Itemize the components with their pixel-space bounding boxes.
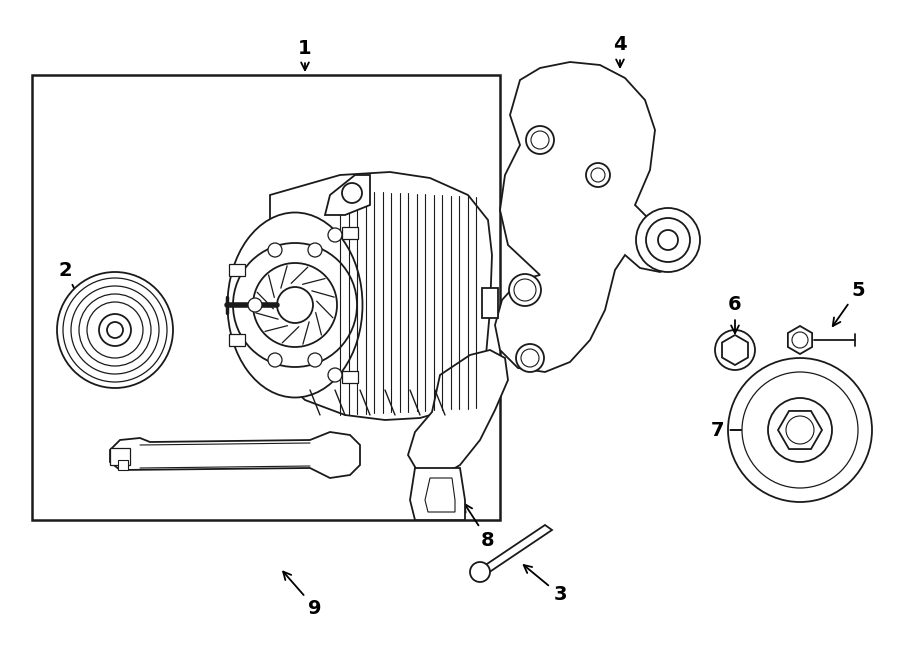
Text: 5: 5 [832, 280, 865, 326]
Circle shape [786, 416, 814, 444]
Polygon shape [229, 334, 245, 346]
Polygon shape [778, 411, 822, 449]
Polygon shape [408, 350, 508, 478]
Circle shape [725, 340, 745, 360]
Circle shape [516, 344, 544, 372]
Polygon shape [788, 326, 812, 354]
Circle shape [308, 353, 322, 367]
Ellipse shape [228, 212, 363, 397]
Polygon shape [342, 227, 358, 239]
Circle shape [268, 243, 282, 257]
Circle shape [107, 322, 123, 338]
Circle shape [591, 168, 605, 182]
Circle shape [636, 208, 700, 272]
Polygon shape [32, 75, 500, 520]
Circle shape [342, 183, 362, 203]
Text: 4: 4 [613, 36, 626, 67]
Circle shape [742, 372, 858, 488]
Circle shape [715, 330, 755, 370]
Text: 7: 7 [711, 420, 753, 440]
Circle shape [308, 243, 322, 257]
Polygon shape [229, 264, 245, 276]
Polygon shape [410, 468, 465, 520]
Text: 1: 1 [298, 38, 311, 70]
Circle shape [99, 314, 131, 346]
Polygon shape [342, 371, 358, 383]
Circle shape [248, 298, 262, 312]
Circle shape [328, 368, 342, 382]
Circle shape [277, 287, 313, 323]
Circle shape [57, 272, 173, 388]
Text: 8: 8 [464, 504, 495, 549]
Circle shape [509, 274, 541, 306]
Circle shape [728, 358, 872, 502]
Circle shape [646, 218, 690, 262]
Text: 9: 9 [284, 572, 322, 617]
Polygon shape [118, 460, 128, 470]
Polygon shape [478, 525, 552, 575]
Text: 3: 3 [524, 565, 567, 605]
Polygon shape [722, 335, 748, 365]
Circle shape [531, 131, 549, 149]
Circle shape [268, 353, 282, 367]
Circle shape [521, 349, 539, 367]
Circle shape [792, 332, 808, 348]
Polygon shape [425, 478, 455, 512]
Circle shape [328, 228, 342, 242]
Polygon shape [495, 62, 690, 372]
Circle shape [233, 243, 357, 367]
Polygon shape [110, 448, 130, 465]
Circle shape [470, 562, 490, 582]
Text: 2: 2 [58, 260, 88, 316]
Circle shape [768, 398, 832, 462]
Circle shape [526, 126, 554, 154]
Polygon shape [262, 172, 492, 420]
Circle shape [514, 279, 536, 301]
Polygon shape [110, 432, 360, 478]
Circle shape [253, 263, 337, 347]
Text: 6: 6 [728, 295, 742, 333]
Polygon shape [482, 288, 498, 318]
Circle shape [586, 163, 610, 187]
Polygon shape [325, 175, 370, 215]
Circle shape [658, 230, 678, 250]
